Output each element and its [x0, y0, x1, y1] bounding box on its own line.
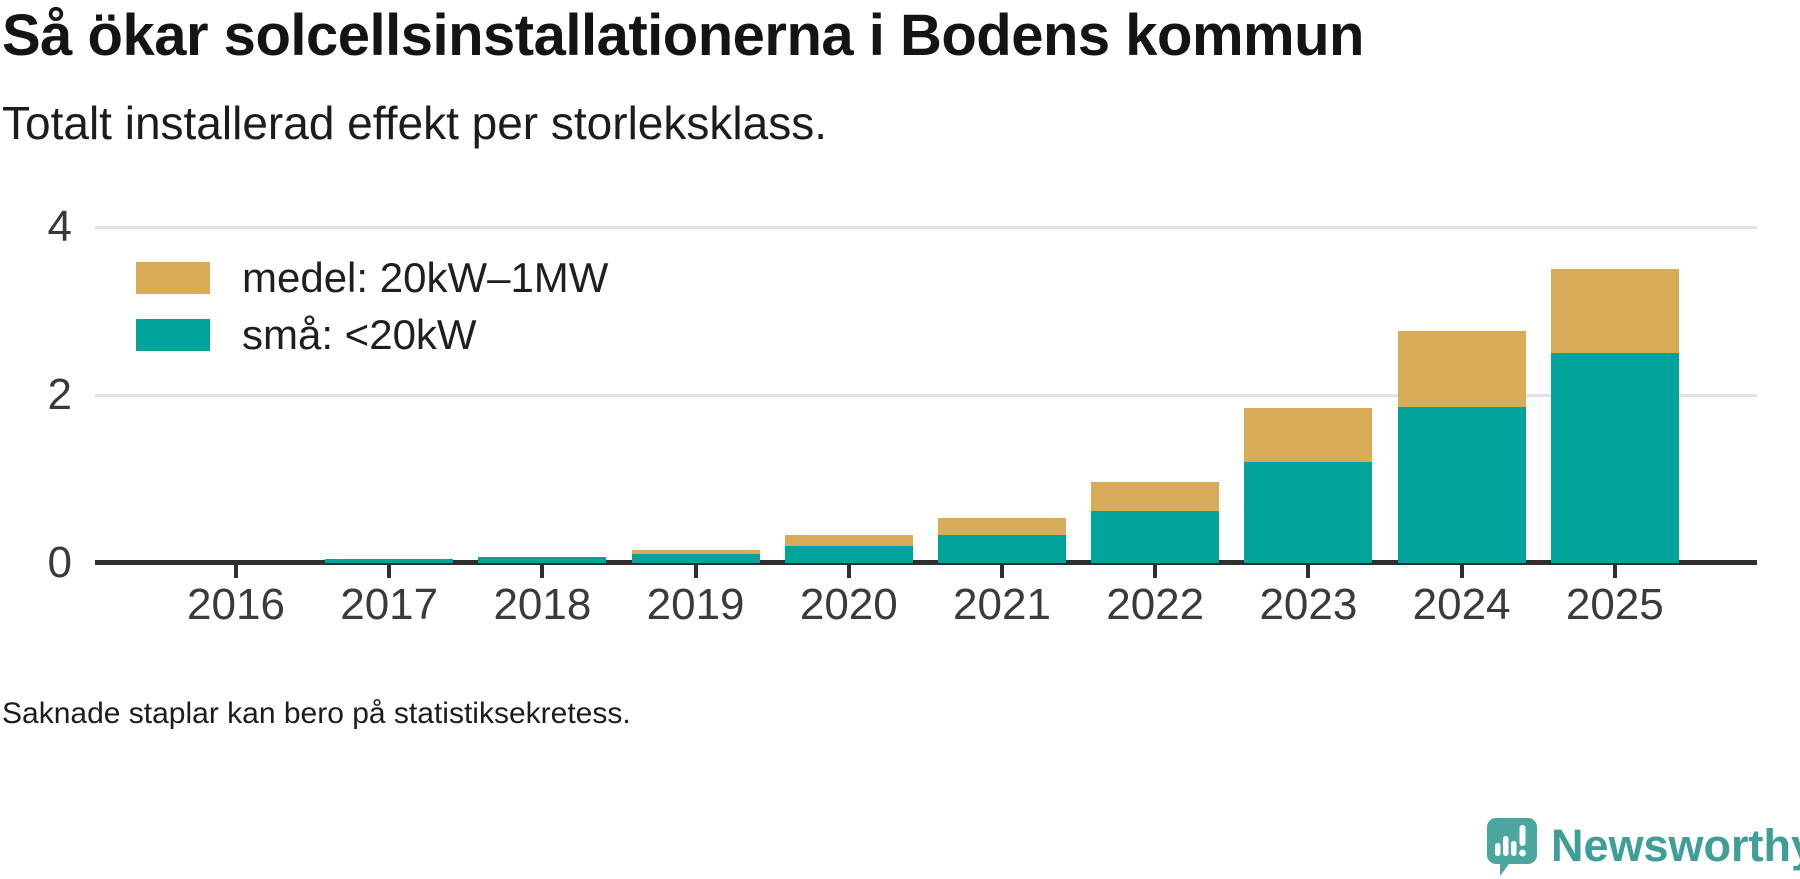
bar-segment-2025	[1550, 353, 1679, 563]
legend: medel: 20kW–1MW små: <20kW	[136, 254, 608, 376]
bar-segment-2024	[1397, 331, 1526, 407]
gridline-y4	[95, 226, 1757, 229]
newsworthy-bubble-icon	[1487, 818, 1537, 876]
bar-segment-2025	[1550, 269, 1679, 353]
x-axis-tick	[846, 565, 851, 578]
x-axis-label-2017: 2017	[340, 580, 439, 629]
x-axis-label-2021: 2021	[953, 580, 1051, 629]
bar-segment-2019	[631, 553, 760, 563]
x-axis-line	[95, 560, 1757, 565]
x-axis-label-2022: 2022	[1106, 580, 1205, 629]
x-axis-tick	[1000, 565, 1004, 578]
legend-swatch-medel	[136, 262, 210, 294]
chart-subtitle: Totalt installerad effekt per storlekskl…	[2, 97, 827, 149]
bar-segment-2024	[1397, 406, 1526, 563]
y-axis-tick-label: 2	[47, 370, 72, 419]
bar-segment-2020	[784, 535, 913, 547]
legend-label-sma: små: <20kW	[242, 311, 477, 358]
bar-segment-2017	[325, 558, 454, 563]
bar-segment-2022	[1091, 482, 1220, 511]
footnote: Saknade staplar kan bero på statistiksek…	[2, 697, 631, 730]
brand-logo: Newsworthy	[1487, 818, 1800, 876]
plot-area: 2016 2017 2018 2019 2020 2021 2022 2023 2024 2025	[95, 190, 1757, 629]
bar-segment-2019	[631, 550, 760, 554]
x-axis-tick	[1153, 565, 1158, 578]
y-axis-tick-label: 4	[47, 202, 72, 251]
bar-segment-2021	[938, 518, 1066, 536]
legend-swatch-sma	[136, 319, 210, 351]
x-axis-label-2023: 2023	[1259, 580, 1358, 629]
x-axis-tick	[387, 565, 392, 578]
bar-segment-2020	[784, 546, 913, 563]
gridline-y2	[95, 394, 1757, 397]
y-axis-tick-label: 0	[47, 538, 72, 587]
page-title: Så ökar solcellsinstallationerna i Boden…	[2, 3, 1364, 68]
bar-segment-2021	[938, 535, 1066, 563]
x-axis-tick	[1306, 565, 1311, 578]
bar-segment-2023	[1244, 407, 1373, 463]
x-axis-tick	[234, 565, 238, 578]
x-axis-label-2018: 2018	[493, 580, 592, 629]
x-axis-label-2024: 2024	[1412, 580, 1511, 629]
legend-item-sma: små: <20kW	[136, 311, 608, 358]
bar-segment-2018	[478, 557, 607, 563]
x-axis-tick	[540, 565, 545, 578]
x-axis-label-2019: 2019	[646, 580, 745, 629]
x-axis-label-2016: 2016	[187, 580, 285, 629]
x-axis-tick	[1459, 565, 1464, 578]
x-axis-label-2025: 2025	[1565, 580, 1664, 629]
brand-wordmark: Newsworthy	[1551, 820, 1800, 871]
legend-label-medel: medel: 20kW–1MW	[242, 254, 609, 301]
x-axis-tick	[693, 565, 698, 578]
x-axis-label-2020: 2020	[799, 580, 898, 629]
legend-item-medel: medel: 20kW–1MW	[136, 254, 608, 301]
bar-segment-2022	[1091, 510, 1220, 563]
x-axis-tick	[1612, 565, 1617, 578]
bar-segment-2023	[1244, 462, 1373, 563]
